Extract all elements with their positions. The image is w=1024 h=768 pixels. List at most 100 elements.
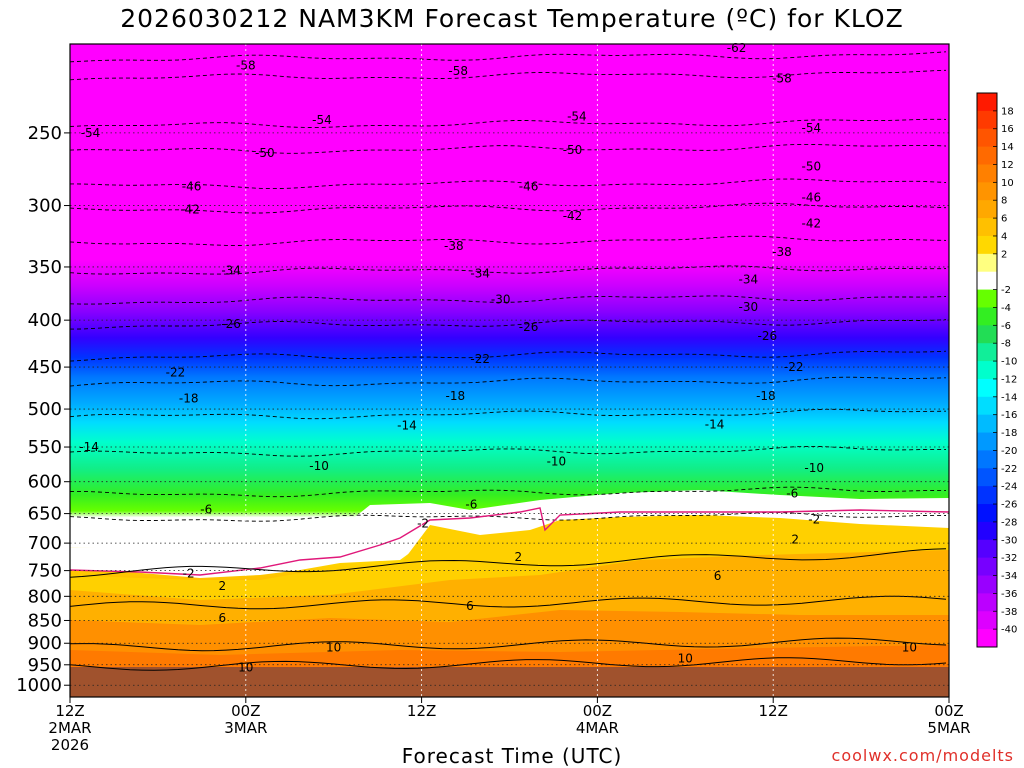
contour-label: -2: [183, 566, 195, 580]
isotherm-solid: [70, 657, 947, 671]
contour-label: -2: [808, 513, 820, 527]
colorbar-swatch: [977, 629, 997, 648]
contour-label: -2: [417, 516, 429, 530]
x-tick-label: 2026: [51, 736, 89, 754]
x-tick-label: 12Z: [759, 702, 788, 720]
colorbar-tick-label: 12: [1001, 160, 1014, 171]
colorbar-swatch: [977, 396, 997, 416]
contour-label: -26: [519, 320, 539, 334]
colorbar-swatch: [977, 200, 997, 219]
isotherm-dashed: [70, 408, 947, 420]
colorbar-tick-label: -18: [1001, 428, 1017, 439]
contour-label: 10: [326, 641, 341, 655]
colorbar-tick-label: -36: [1001, 589, 1017, 600]
chart-title: 2026030212 NAM3KM Forecast Temperature (…: [120, 4, 904, 33]
colorbar-tick-label: -22: [1001, 464, 1017, 475]
y-tick-label: 900: [28, 633, 62, 654]
colorbar-tick-label: 14: [1001, 142, 1014, 153]
contour-label: 6: [466, 599, 474, 613]
isotherm-dashed: [70, 118, 947, 128]
y-tick-label: 850: [28, 610, 62, 631]
colorbar-swatch: [977, 378, 997, 398]
colorbar-tick-label: -8: [1001, 339, 1011, 350]
contour-label: -58: [236, 58, 256, 72]
contour-label: 6: [714, 569, 722, 583]
y-tick-label: 750: [28, 561, 62, 582]
isotherm-dashed: [70, 235, 947, 246]
contour-label: -18: [179, 392, 199, 406]
colorbar-tick-label: 16: [1001, 124, 1014, 135]
colorbar-frame: [976, 92, 998, 648]
contour-label: -34: [470, 267, 490, 281]
colorbar-tick-label: 18: [1001, 106, 1014, 117]
contour-label: -6: [465, 497, 477, 511]
colorbar-swatch: [977, 611, 997, 630]
colorbar-tick-label: -12: [1001, 374, 1017, 385]
colorbar-tick-label: -40: [1001, 625, 1017, 636]
colorbar-tick-label: -30: [1001, 535, 1017, 546]
colorbar-swatch: [977, 432, 997, 451]
colorbar-swatch: [977, 146, 997, 165]
colorbar-swatch: [977, 468, 997, 487]
x-tick-label: 00Z: [583, 702, 612, 720]
contour-label-layer: -58 -58 -58 -6 2 -54 -54 -54 -54 -50 -50 -50 -46 -46 -…: [79, 41, 917, 675]
isotherm-dashed: [70, 202, 947, 214]
contour-label: -10: [547, 454, 567, 468]
ground-fill: [70, 667, 949, 697]
colorbar-tick-label: -4: [1001, 303, 1011, 314]
isotherm-dashed: [70, 69, 947, 81]
contour-label: -18: [756, 389, 776, 403]
isotherm-dashed: [70, 178, 947, 190]
isotherm-dashed: [70, 51, 947, 63]
contour-label: -46: [519, 180, 539, 194]
colorbar-swatch: [977, 253, 997, 273]
isotherm-solid: [70, 595, 947, 610]
contour-label: -54: [312, 113, 332, 127]
contour-label: -6: [200, 502, 212, 516]
colorbar-swatch: [977, 289, 997, 308]
colorbar-swatch: [977, 307, 997, 326]
y-tick-label: 600: [28, 472, 62, 493]
y-tick-label: 250: [28, 123, 62, 144]
colorbar-swatch: [977, 521, 997, 541]
colorbar-tick-label: -2: [1001, 285, 1011, 296]
isotherm-dashed: [70, 319, 947, 330]
colorbar-swatch: [977, 486, 997, 505]
colorbar-swatch: [977, 164, 997, 183]
contour-label: -58: [772, 71, 792, 85]
contour-label: -6: [786, 486, 798, 500]
freezing-isotherm: [70, 507, 949, 576]
isotherm-dashed: [70, 350, 947, 362]
contour-label: -10: [309, 459, 329, 473]
contour-label: -42: [180, 203, 200, 217]
colorbar-tick-label: -26: [1001, 500, 1017, 511]
contour-label: -54: [567, 110, 587, 124]
x-tick-label: 2MAR: [48, 719, 91, 737]
colorbar-tick-label: 10: [1001, 178, 1014, 189]
colorbar-swatch: [977, 343, 997, 362]
colorbar-swatch: [977, 557, 997, 577]
isotherm-dashed: [70, 376, 947, 387]
y-tick-label: 800: [28, 586, 62, 607]
contour-label: -38: [772, 245, 792, 259]
contour-label: -22: [784, 360, 804, 374]
contour-label: 2: [514, 550, 522, 564]
y-tick-label: 700: [28, 533, 62, 554]
grid-lines: [70, 44, 949, 697]
colorbar-swatch: [977, 235, 997, 255]
contour-label: -14: [397, 418, 417, 432]
y-tick-label: 450: [28, 357, 62, 378]
credit-text: coolwx.com/modelts: [831, 746, 1014, 765]
x-tick-label: 00Z: [231, 702, 260, 720]
y-tick-label: 300: [28, 196, 62, 217]
colorbar-tick-label: 4: [1001, 231, 1007, 242]
colorbar-swatch: [977, 575, 997, 594]
contour-label: -14: [705, 418, 725, 432]
colorbar-tick-label: -16: [1001, 410, 1017, 421]
x-tick-label: 12Z: [407, 702, 436, 720]
contour-label: -42: [801, 217, 821, 231]
isotherm-dashed: [70, 143, 947, 154]
colorbar-tick-label: 8: [1001, 196, 1007, 207]
